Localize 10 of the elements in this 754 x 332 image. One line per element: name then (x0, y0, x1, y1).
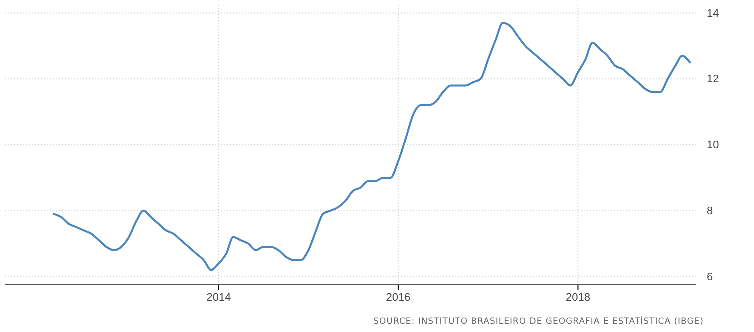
x-tick-label: 2014 (206, 292, 232, 304)
line-series (52, 22, 692, 272)
source-note: SOURCE: INSTITUTO BRASILEIRO DE GEOGRAFIA E ESTATÍSTICA (IBGE) (374, 316, 704, 327)
y-tick-label: 10 (707, 140, 720, 152)
x-tick-label: 2018 (566, 292, 590, 304)
y-tick-label: 14 (707, 8, 720, 20)
y-tick-label: 12 (707, 74, 720, 86)
y-tick-label: 8 (707, 205, 714, 218)
y-tick-label: 6 (707, 271, 714, 284)
x-tick-label: 2016 (386, 292, 411, 304)
